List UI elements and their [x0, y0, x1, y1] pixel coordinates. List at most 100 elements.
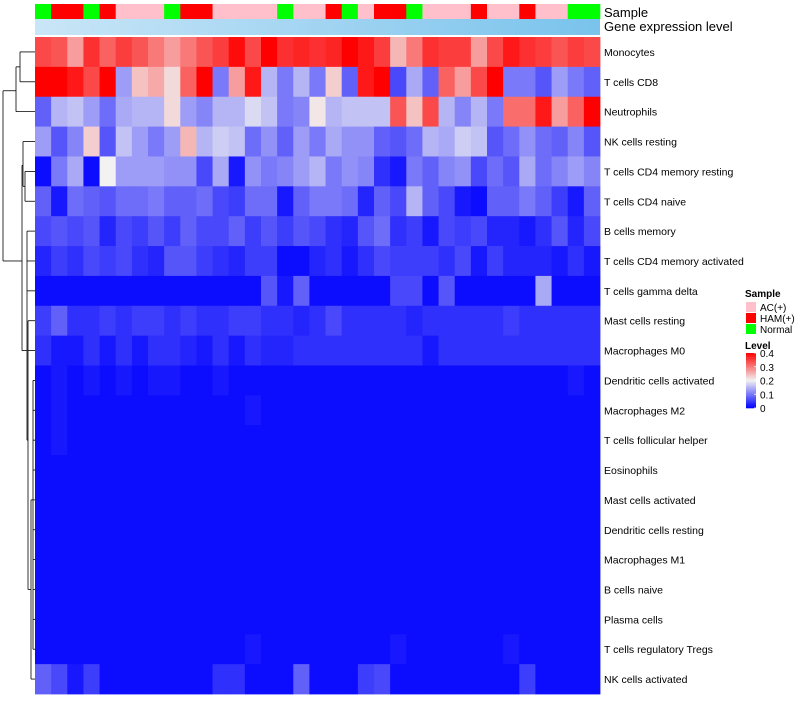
heatmap-cell — [487, 66, 504, 98]
heatmap-cell — [277, 66, 294, 98]
heatmap-cell — [341, 246, 359, 277]
heatmap-cell — [228, 455, 246, 486]
heatmap-cell — [374, 425, 391, 456]
heatmap-cell — [293, 246, 310, 277]
heatmap-cell — [374, 216, 391, 247]
heatmap-cell — [438, 484, 456, 516]
heatmap-cell — [406, 664, 423, 695]
heatmap-cell — [261, 246, 278, 277]
heatmap-cell — [164, 455, 181, 486]
heatmap-cell — [551, 544, 569, 575]
heatmap-cell — [357, 484, 375, 516]
heatmap-cell — [454, 365, 472, 396]
heatmap-cell — [341, 335, 359, 366]
heatmap-cell — [519, 395, 536, 426]
heatmap-cell — [487, 275, 504, 307]
heatmap-cell — [51, 335, 68, 366]
heatmap-cell — [487, 365, 504, 396]
heatmap-cell — [115, 395, 133, 426]
color-bar-segment — [746, 392, 756, 395]
heatmap-cell — [487, 484, 504, 516]
heatmap-cell — [67, 37, 84, 68]
heatmap-cell — [519, 634, 536, 665]
heatmap-cell — [83, 514, 100, 546]
heatmap-cell — [438, 126, 456, 157]
heatmap-cell — [212, 156, 230, 187]
heatmap-cell — [519, 37, 536, 68]
heatmap-cell — [148, 395, 165, 426]
heatmap-cell — [374, 66, 391, 98]
heatmap-cell — [35, 335, 52, 366]
heatmap-cell — [277, 604, 294, 635]
heatmap-cell — [115, 246, 133, 277]
color-bar-segment — [746, 369, 756, 372]
heatmap-cell — [99, 305, 117, 337]
sample-cell — [422, 4, 439, 19]
heatmap-cell — [293, 305, 310, 337]
heatmap-cell — [148, 455, 165, 486]
heatmap-cell — [422, 275, 439, 307]
heatmap-cell — [487, 395, 504, 426]
heatmap-cell — [390, 634, 407, 665]
heatmap-cell — [131, 305, 149, 337]
heatmap-cell — [83, 664, 100, 695]
heatmap-cell — [67, 514, 84, 546]
heatmap-cell — [470, 425, 488, 456]
heatmap-cell — [293, 156, 310, 187]
heatmap-cell — [583, 156, 601, 187]
heatmap-cell — [470, 335, 488, 366]
heatmap-cell — [535, 66, 552, 98]
heatmap-cell — [390, 96, 407, 127]
sample-cell — [357, 4, 375, 19]
heatmap-cell — [35, 96, 52, 127]
heatmap-cell — [470, 96, 488, 127]
sample-cell — [67, 4, 84, 19]
heatmap-cell — [406, 186, 423, 217]
heatmap-cell — [293, 96, 310, 127]
color-bar-segment — [746, 358, 756, 361]
heatmap-cell — [503, 246, 520, 277]
heatmap-cell — [180, 246, 197, 277]
heatmap-cell — [35, 664, 52, 695]
heatmap-cell — [357, 275, 375, 307]
heatmap-cell — [277, 156, 294, 187]
heatmap-cell — [583, 544, 601, 575]
heatmap-cell — [180, 305, 197, 337]
heatmap-cell — [325, 484, 343, 516]
row-label: T cells CD4 memory resting — [604, 166, 733, 178]
heatmap-cell — [99, 484, 117, 516]
row-label: Dendritic cells activated — [604, 375, 714, 387]
heatmap-cell — [99, 246, 117, 277]
heatmap-cell — [325, 544, 343, 575]
heatmap-cell — [261, 544, 278, 575]
heatmap-cell — [470, 634, 488, 665]
heatmap-cell — [357, 365, 375, 396]
heatmap-cell — [535, 305, 552, 337]
color-bar-segment — [746, 372, 756, 374]
color-bar-segment — [746, 361, 756, 363]
heatmap-cell — [51, 275, 68, 307]
heatmap-cell — [115, 37, 133, 68]
sample-cell — [341, 4, 359, 19]
heatmap-cell — [244, 365, 262, 396]
heatmap-cell — [503, 37, 520, 68]
heatmap-cell — [390, 186, 407, 217]
heatmap-cell — [277, 484, 294, 516]
heatmap-cell — [438, 335, 456, 366]
heatmap-cell — [115, 604, 133, 635]
heatmap-cell — [115, 514, 133, 546]
heatmap-cell — [180, 604, 197, 635]
heatmap-cell — [293, 335, 310, 366]
heatmap-cell — [277, 395, 294, 426]
sample-cell — [374, 4, 391, 19]
row-label: Monocytes — [604, 47, 655, 59]
heatmap-cell — [293, 484, 310, 516]
heatmap-cell — [83, 216, 100, 247]
heatmap-cell — [551, 156, 569, 187]
heatmap-cell — [261, 395, 278, 426]
heatmap-cell — [438, 514, 456, 546]
heatmap-cell — [567, 126, 585, 157]
heatmap-cell — [131, 574, 149, 605]
heatmap-cell — [83, 275, 100, 307]
heatmap-cell — [406, 156, 423, 187]
